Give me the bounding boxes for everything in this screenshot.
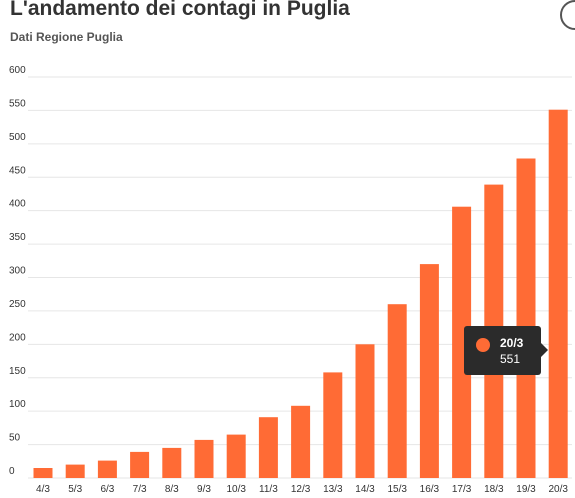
bar-12/3[interactable] [291, 405, 311, 478]
x-tick-label: 15/3 [387, 484, 407, 495]
x-tick-label: 4/3 [36, 484, 50, 495]
tooltip-category: 20/3 [500, 336, 524, 350]
bar-4/3[interactable] [33, 468, 53, 478]
bar-20/3[interactable] [548, 109, 568, 478]
bar-5/3[interactable] [65, 464, 85, 478]
y-tick-label: 0 [9, 466, 15, 477]
y-tick-label: 200 [9, 332, 26, 343]
tooltip-series-marker [476, 338, 490, 352]
chart-gridlines [28, 76, 572, 479]
bar-17/3[interactable] [452, 206, 472, 478]
x-tick-label: 10/3 [226, 484, 246, 495]
x-tick-label: 17/3 [452, 484, 472, 495]
bar-10/3[interactable] [226, 434, 246, 478]
y-tick-label: 350 [9, 232, 26, 243]
x-tick-label: 19/3 [516, 484, 536, 495]
y-tick-label: 50 [9, 433, 21, 444]
y-tick-label: 450 [9, 165, 26, 176]
y-axis-labels: 0 50 100 150 200 250 300 350 400 450 500 550 600 [9, 65, 26, 477]
y-tick-label: 150 [9, 366, 26, 377]
bar-8/3[interactable] [162, 447, 182, 478]
x-tick-label: 14/3 [355, 484, 375, 495]
y-tick-label: 550 [9, 98, 26, 109]
bar-16/3[interactable] [419, 264, 439, 478]
bar-13/3[interactable] [323, 372, 343, 478]
x-tick-label: 18/3 [484, 484, 504, 495]
bar-11/3[interactable] [258, 417, 278, 478]
y-tick-label: 250 [9, 299, 26, 310]
chart-tooltip: 20/3 551 [464, 326, 548, 375]
bar-9/3[interactable] [194, 439, 214, 478]
x-axis-labels: 4/3 5/3 6/3 7/3 8/3 9/3 10/3 11/3 12/3 13/3 14/3 15… [36, 484, 568, 495]
x-tick-label: 13/3 [323, 484, 343, 495]
chart-subtitle: Dati Regione Puglia [10, 30, 123, 44]
y-tick-label: 500 [9, 132, 26, 143]
y-tick-label: 100 [9, 399, 26, 410]
x-tick-label: 7/3 [133, 484, 147, 495]
y-tick-label: 300 [9, 266, 26, 277]
y-tick-label: 400 [9, 199, 26, 210]
x-tick-label: 8/3 [165, 484, 179, 495]
x-tick-label: 9/3 [197, 484, 211, 495]
x-tick-label: 5/3 [68, 484, 82, 495]
x-tick-label: 16/3 [420, 484, 440, 495]
y-tick-label: 600 [9, 65, 26, 76]
bar-19/3[interactable] [516, 158, 536, 479]
x-tick-label: 6/3 [100, 484, 114, 495]
bar-15/3[interactable] [387, 304, 407, 478]
bar-7/3[interactable] [130, 451, 150, 478]
tooltip-value: 551 [500, 352, 521, 366]
x-tick-label: 20/3 [548, 484, 568, 495]
bar-14/3[interactable] [355, 344, 375, 478]
bar-6/3[interactable] [97, 460, 117, 478]
chart-title: L'andamento dei contagi in Puglia [10, 0, 350, 20]
chart-bars [33, 109, 568, 479]
x-tick-label: 12/3 [291, 484, 311, 495]
x-tick-label: 11/3 [259, 484, 278, 495]
